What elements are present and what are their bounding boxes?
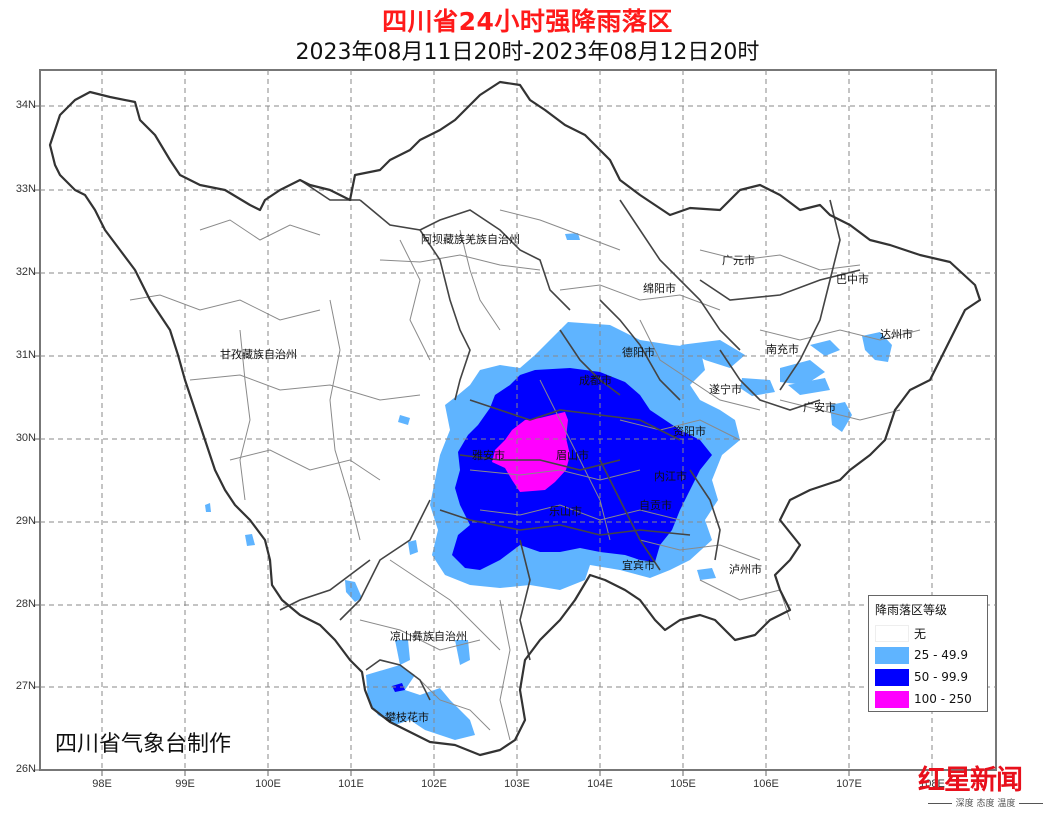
- lon-tick-102e: 102E: [421, 778, 447, 790]
- label-neijiang: 内江市: [654, 470, 687, 483]
- legend-swatch-blue: [875, 668, 909, 686]
- legend-swatch-light-blue: [875, 646, 909, 664]
- label-zigong: 自贡市: [639, 499, 672, 512]
- label-guangan: 广安市: [803, 401, 836, 414]
- label-panzhihua: 攀枝花市: [385, 711, 429, 724]
- label-aba: 阿坝藏族羌族自治州: [421, 233, 520, 246]
- label-suining: 遂宁市: [709, 383, 742, 396]
- prefecture-borders: [279, 179, 861, 701]
- lat-tick-28n: 28N: [15, 598, 36, 610]
- label-nanchong: 南充市: [766, 343, 799, 356]
- watermark-brand: 红星新闻: [918, 765, 1023, 796]
- legend-swatch-magenta: [875, 690, 909, 708]
- lon-tick-103e: 103E: [504, 778, 530, 790]
- lon-tick-101e: 101E: [338, 778, 364, 790]
- legend-item-none: 无: [875, 624, 926, 642]
- label-ziyang: 资阳市: [673, 425, 706, 438]
- producer-credit: 四川省气象台制作: [55, 732, 232, 757]
- label-mianyang: 绵阳市: [643, 282, 676, 295]
- label-leshan: 乐山市: [549, 505, 582, 518]
- label-luzhou: 泸州市: [729, 563, 762, 576]
- label-liangshan: 凉山彝族自治州: [390, 630, 467, 643]
- county-borders: [129, 209, 921, 741]
- lat-tick-30n: 30N: [15, 432, 36, 444]
- label-guangyuan: 广元市: [722, 254, 755, 267]
- lat-tick-26n: 26N: [15, 763, 36, 775]
- legend-label: 50 - 99.9: [914, 670, 968, 684]
- legend-item-100-250: 100 - 250: [875, 690, 972, 708]
- watermark-slogan: 深度 态度 温度: [918, 796, 1053, 809]
- legend-swatch-none: [875, 624, 909, 642]
- map-title: 四川省24小时强降雨落区: [382, 7, 673, 36]
- label-yaan: 雅安市: [472, 449, 505, 462]
- legend-item-25-49: 25 - 49.9: [875, 646, 968, 664]
- legend-label: 100 - 250: [914, 692, 972, 706]
- legend-item-50-99: 50 - 99.9: [875, 668, 968, 686]
- label-deyang: 德阳市: [622, 346, 655, 359]
- lat-tick-33n: 33N: [15, 183, 36, 195]
- label-yibin: 宜宾市: [622, 559, 655, 572]
- label-dazhou: 达州市: [880, 328, 913, 341]
- tick-marks: [34, 105, 933, 776]
- lon-tick-107e: 107E: [836, 778, 862, 790]
- graticule: [40, 70, 996, 770]
- lat-tick-29n: 29N: [15, 515, 36, 527]
- legend-label: 无: [914, 626, 927, 641]
- lon-tick-99e: 99E: [175, 778, 195, 790]
- lon-tick-100e: 100E: [255, 778, 281, 790]
- lon-tick-98e: 98E: [92, 778, 112, 790]
- lon-tick-106e: 106E: [753, 778, 779, 790]
- label-ganzi: 甘孜藏族自治州: [220, 348, 297, 361]
- lat-tick-31n: 31N: [15, 349, 36, 361]
- label-meishan: 眉山市: [556, 449, 589, 462]
- prefecture-outline-inner: [419, 209, 571, 311]
- watermark-logo: 红星新闻 深度 态度 温度: [918, 758, 1023, 809]
- label-bazhong: 巴中市: [836, 273, 869, 286]
- rain-layer-100-250: [492, 412, 570, 492]
- lat-tick-34n: 34N: [15, 99, 36, 111]
- legend-label: 25 - 49.9: [914, 648, 968, 662]
- lon-tick-105e: 105E: [670, 778, 696, 790]
- lon-tick-104e: 104E: [587, 778, 613, 790]
- lat-tick-32n: 32N: [15, 266, 36, 278]
- sichuan-province-outline: [48, 80, 982, 757]
- legend-title: 降雨落区等级: [875, 603, 948, 617]
- label-chengdu: 成都市: [579, 374, 612, 387]
- legend: 降雨落区等级 无 25 - 49.9 50 - 99.9 100 - 250: [868, 595, 988, 712]
- map-subtitle-time-range: 2023年08月11日20时-2023年08月12日20时: [295, 40, 760, 65]
- lat-tick-27n: 27N: [15, 680, 36, 692]
- lon-tick-108e: 108E: [919, 778, 945, 790]
